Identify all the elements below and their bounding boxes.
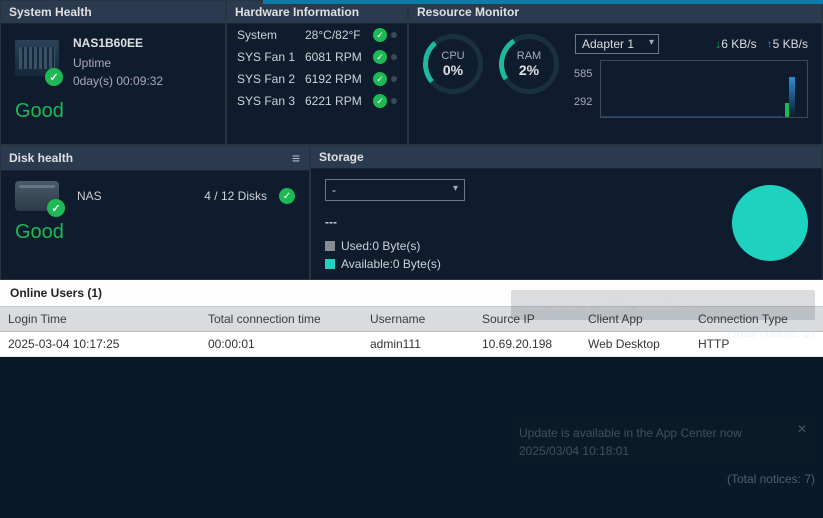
legend-available: Available:0 Byte(s) [325,257,714,271]
status-dot-icon [391,76,397,82]
adapter-select-value: Adapter 1 [582,37,634,51]
storage-pool-select[interactable]: - [325,179,465,201]
table-cell: HTTP [690,332,823,356]
storage-pool-value: - [332,183,336,197]
cpu-value: 0% [443,62,463,78]
column-header[interactable]: Client App [580,307,690,331]
hardware-label: SYS Fan 1 [237,50,305,64]
resource-monitor-title: Resource Monitor [409,1,822,24]
check-icon: ✓ [45,68,63,86]
hardware-value: 6081 RPM [305,50,373,64]
hardware-value: 6221 RPM [305,94,373,108]
network-stats: ↓6 KB/s ↑5 KB/s [715,37,808,51]
uptime-label: Uptime [73,56,163,70]
hardware-label: System [237,28,305,42]
network-chart [600,60,808,118]
online-users-panel: Online Users (1) Login TimeTotal connect… [0,280,823,357]
table-cell: admin111 [362,332,474,356]
legend-used-label: Used:0 Byte(s) [341,239,420,253]
uptime-value: 0day(s) 00:09:32 [73,74,163,88]
system-health-status: Good [1,100,225,133]
disk-icon: ✓ [15,181,59,211]
check-icon: ✓ [279,188,295,204]
hardware-label: SYS Fan 3 [237,94,305,108]
hardware-value: 6192 RPM [305,72,373,86]
check-icon: ✓ [373,72,387,86]
hardware-row: System28°C/82°F✓ [227,24,407,46]
chart-y-ticks: 585 292 [574,60,592,116]
y-tick: 292 [574,88,592,116]
column-header[interactable]: Login Time [0,307,200,331]
storage-title: Storage [311,146,822,169]
ram-gauge: RAM 2% [499,34,559,94]
column-header[interactable]: Source IP [474,307,580,331]
hardware-row: SYS Fan 16081 RPM✓ [227,46,407,68]
download-rate: 6 KB/s [721,37,756,51]
hardware-row: SYS Fan 26192 RPM✓ [227,68,407,90]
system-name: NAS1B60EE [73,36,163,50]
disk-count: 4 / 12 Disks [204,189,267,203]
row-top: System Health ✓ NAS1B60EE Uptime 0day(s)… [0,0,823,145]
online-users-title: Online Users (1) [0,280,823,307]
notification-toast[interactable]: ✕ Update is available in the App Center … [511,418,815,486]
hardware-title: Hardware Information [227,1,407,24]
notification-timestamp: 2025/03/04 10:18:01 [519,444,807,458]
storage-pool-name: --- [325,215,714,229]
table-cell: 00:00:01 [200,332,362,356]
cpu-label: CPU [441,50,464,62]
y-tick: 585 [574,60,592,88]
legend-available-label: Available:0 Byte(s) [341,257,441,271]
disk-health-status: Good [1,221,309,254]
notification-total: (Total notices: 7) [511,472,815,486]
system-health-panel: System Health ✓ NAS1B60EE Uptime 0day(s)… [0,0,226,145]
storage-panel: Storage - --- Used:0 Byte(s) Available:0… [310,145,823,280]
table-cell: 2025-03-04 10:17:25 [0,332,200,356]
adapter-select[interactable]: Adapter 1 [575,34,659,54]
legend-swatch-used [325,241,335,251]
table-cell: Web Desktop [580,332,690,356]
row-mid: Disk health ≡ ✓ NAS 4 / 12 Disks ✓ Good … [0,145,823,280]
status-dot-icon [391,98,397,104]
column-header[interactable]: Username [362,307,474,331]
column-header[interactable]: Connection Type [690,307,823,331]
ram-label: RAM [517,50,541,62]
resource-monitor-panel: Resource Monitor CPU 0% RAM 2% Adapter 1… [408,0,823,145]
check-icon: ✓ [373,28,387,42]
ram-value: 2% [519,62,539,78]
legend-swatch-available [325,259,335,269]
notification-text: Update is available in the App Center no… [519,426,807,440]
list-view-icon[interactable]: ≡ [292,150,301,166]
cpu-gauge: CPU 0% [423,34,483,94]
nas-device-icon: ✓ [15,40,59,82]
status-dot-icon [391,32,397,38]
check-icon: ✓ [373,94,387,108]
legend-used: Used:0 Byte(s) [325,239,714,253]
column-header[interactable]: Total connection time [200,307,362,331]
hardware-row: SYS Fan 36221 RPM✓ [227,90,407,112]
hardware-panel: Hardware Information System28°C/82°F✓SYS… [226,0,408,145]
check-icon: ✓ [373,50,387,64]
online-users-header: Login TimeTotal connection timeUsernameS… [0,307,823,332]
close-icon[interactable]: ✕ [797,422,807,436]
hardware-label: SYS Fan 2 [237,72,305,86]
disk-name: NAS [77,189,102,203]
dashboard: System Health ✓ NAS1B60EE Uptime 0day(s)… [0,0,823,357]
system-health-title: System Health [1,1,225,24]
hardware-value: 28°C/82°F [305,28,373,42]
table-cell: 10.69.20.198 [474,332,580,356]
disk-health-panel: Disk health ≡ ✓ NAS 4 / 12 Disks ✓ Good [0,145,310,280]
disk-health-title: Disk health [9,151,73,165]
check-icon: ✓ [47,199,65,217]
upload-rate: 5 KB/s [773,37,808,51]
status-dot-icon [391,54,397,60]
table-row[interactable]: 2025-03-04 10:17:2500:00:01admin11110.69… [0,332,823,357]
storage-pie-chart [732,185,808,261]
